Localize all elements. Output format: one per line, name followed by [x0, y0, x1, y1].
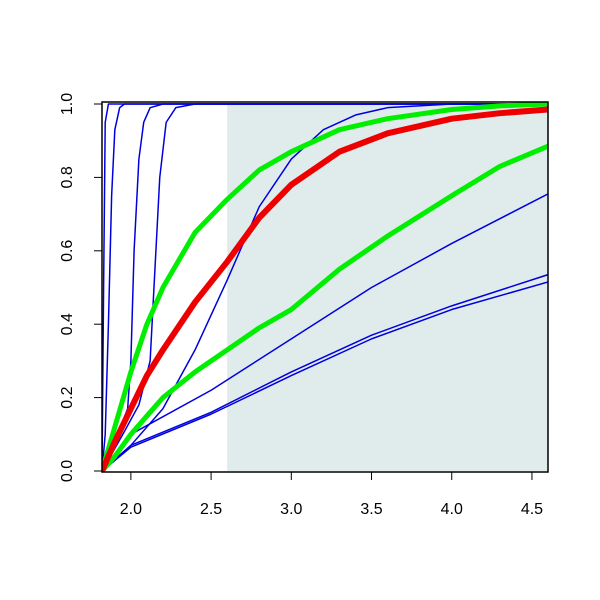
y-tick-label: 1.0 — [59, 93, 76, 115]
x-tick-label: 4.0 — [441, 501, 463, 518]
curve — [102, 102, 548, 472]
curve — [102, 273, 548, 472]
curve — [102, 281, 548, 472]
curve — [102, 143, 548, 472]
curve — [102, 103, 548, 472]
curve — [102, 103, 548, 472]
x-tick-label: 3.0 — [280, 501, 302, 518]
shaded-region — [227, 104, 548, 471]
plot-area — [102, 102, 548, 472]
curve — [102, 103, 548, 472]
y-tick-label: 0.6 — [59, 240, 76, 262]
curve — [102, 106, 548, 472]
y-tick-label: 0.0 — [59, 460, 76, 482]
y-tick-label: 0.4 — [59, 313, 76, 335]
x-tick-label: 2.0 — [120, 501, 142, 518]
x-tick-label: 3.5 — [360, 501, 382, 518]
plot-frame — [101, 101, 549, 473]
y-tick-label: 0.8 — [59, 166, 76, 188]
x-tick-label: 2.5 — [200, 501, 222, 518]
x-tick-label: 4.5 — [521, 501, 543, 518]
y-tick-label: 0.2 — [59, 386, 76, 408]
